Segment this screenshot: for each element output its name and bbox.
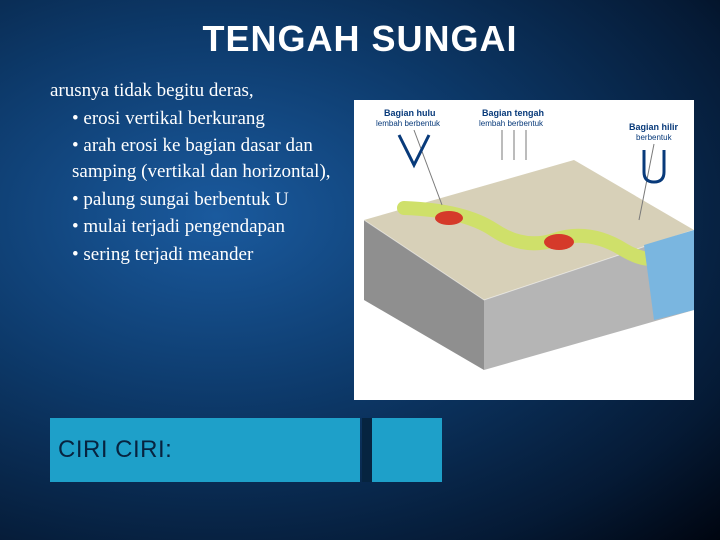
ciri-bar: CIRI CIRI:	[50, 418, 360, 482]
ciri-label: CIRI CIRI:	[58, 436, 172, 464]
label-hulu-sub: lembah berbentuk	[376, 119, 441, 128]
bullet-item: • erosi vertikal berkurang	[72, 106, 370, 132]
bullet-item: • arah erosi ke bagian dasar dan samping…	[72, 133, 370, 184]
diagram-panel: Bagian hulu lembah berbentuk Bagian teng…	[354, 100, 694, 400]
bullet-text: arah erosi ke bagian dasar dan samping (…	[72, 135, 331, 182]
bullet-text: palung sungai berbentuk U	[83, 189, 288, 210]
bullet-text: sering terjadi meander	[83, 244, 253, 265]
lead-text: arusnya tidak begitu deras,	[50, 78, 370, 104]
slide-title: TENGAH SUNGAI	[0, 0, 720, 60]
bullet-item: • palung sungai berbentuk U	[72, 187, 370, 213]
label-hulu-top: Bagian hulu	[384, 108, 436, 118]
hotspot-hulu	[435, 211, 463, 225]
bullet-item: • mulai terjadi pengendapan	[72, 214, 370, 240]
bullet-text: erosi vertikal berkurang	[83, 108, 264, 129]
dark-strip	[362, 418, 372, 482]
river-diagram: Bagian hulu lembah berbentuk Bagian teng…	[354, 100, 694, 400]
label-tengah-sub: lembah berbentuk	[479, 119, 544, 128]
hotspot-tengah	[544, 234, 574, 250]
label-hilir-sub: berbentuk	[636, 133, 673, 142]
text-column: arusnya tidak begitu deras, • erosi vert…	[50, 78, 370, 269]
bullet-list: • erosi vertikal berkurang • arah erosi …	[50, 106, 370, 268]
bullet-item: • sering terjadi meander	[72, 242, 370, 268]
blue-strip	[372, 418, 442, 482]
label-tengah-top: Bagian tengah	[482, 108, 544, 118]
label-hilir-top: Bagian hilir	[629, 122, 679, 132]
bullet-text: mulai terjadi pengendapan	[83, 216, 285, 237]
